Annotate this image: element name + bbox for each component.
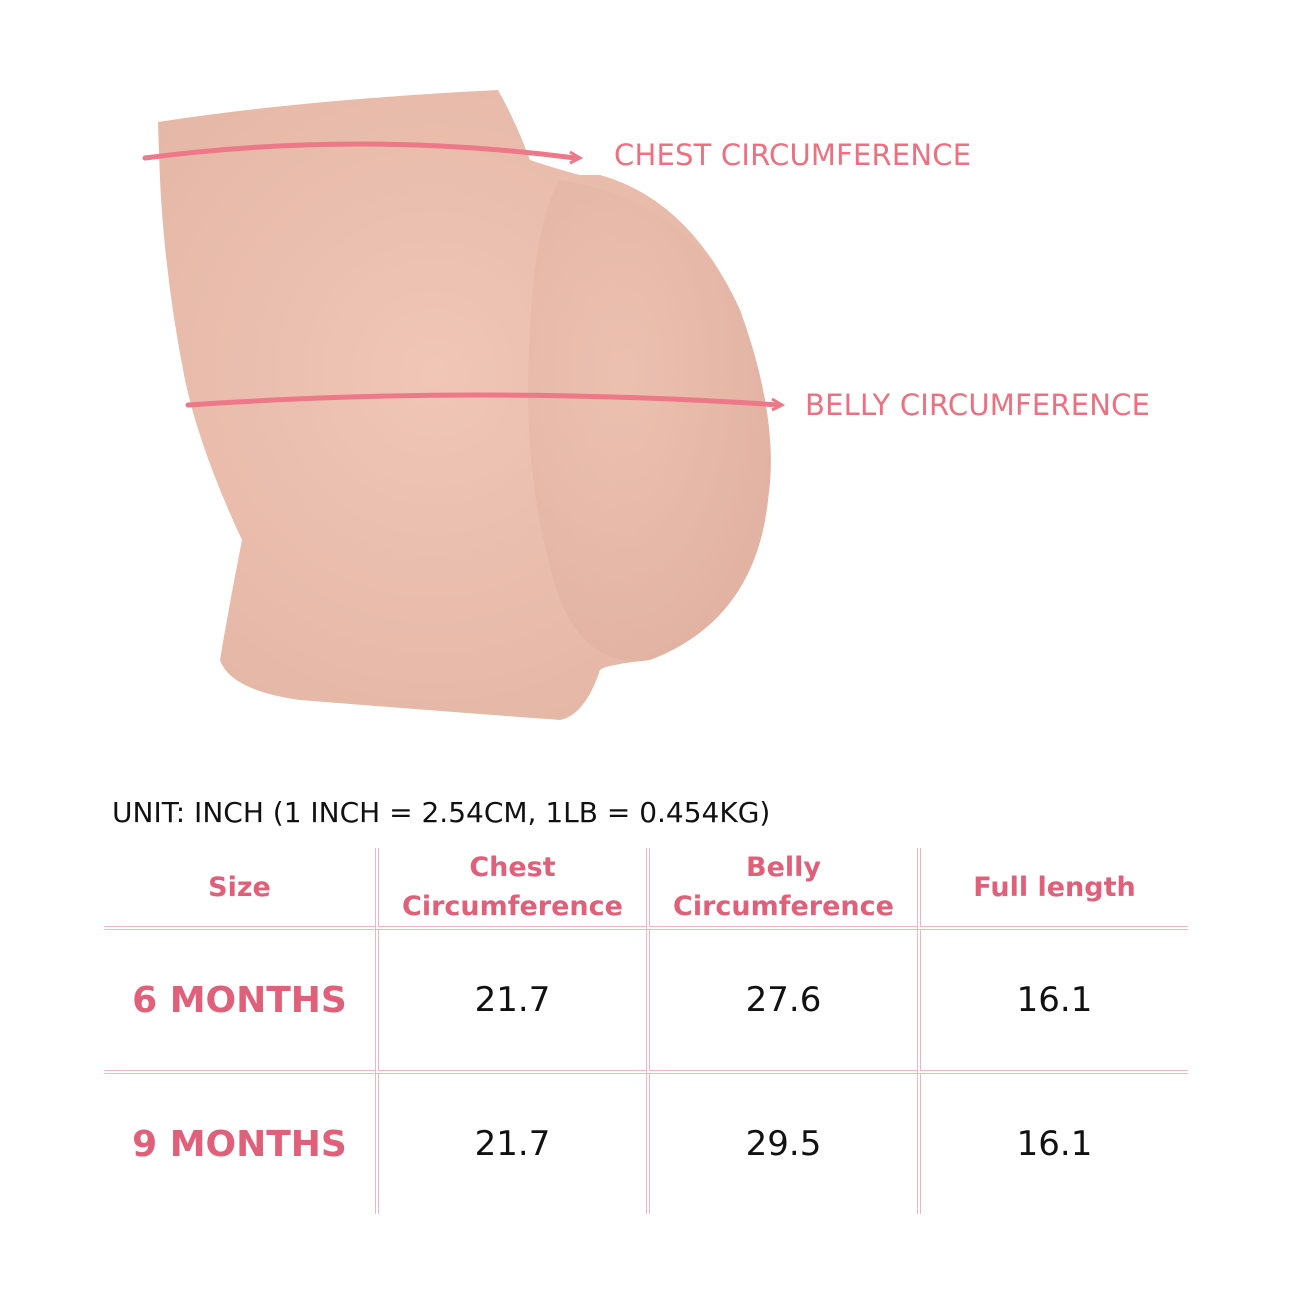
length-cell: 16.1: [917, 930, 1188, 1074]
belly-measure-line: [185, 392, 783, 408]
chest-cell: 21.7: [375, 1074, 646, 1214]
size-cell: 6 MONTHS: [104, 930, 375, 1074]
header-length: Full length: [917, 848, 1188, 930]
belly-cell: 29.5: [646, 1074, 917, 1214]
belly-circumference-label: BELLY CIRCUMFERENCE: [805, 388, 1151, 422]
belly-arrow-icon: [771, 397, 786, 412]
header-belly: Belly Circumference: [646, 848, 917, 930]
header-row: Size Chest Circumference Belly Circumfer…: [104, 848, 1188, 930]
chest-cell: 21.7: [375, 930, 646, 1074]
table-row: 9 MONTHS 21.7 29.5 16.1: [104, 1074, 1188, 1214]
header-size: Size: [104, 848, 375, 930]
belly-cell: 27.6: [646, 930, 917, 1074]
header-chest: Chest Circumference: [375, 848, 646, 930]
table-row: 6 MONTHS 21.7 27.6 16.1: [104, 930, 1188, 1074]
size-table: Size Chest Circumference Belly Circumfer…: [104, 848, 1188, 1214]
chest-circumference-label: CHEST CIRCUMFERENCE: [614, 138, 972, 172]
chest-arrow-icon: [569, 150, 584, 165]
chest-measure-line: [142, 141, 578, 161]
size-cell: 9 MONTHS: [132, 1123, 347, 1165]
length-cell: 16.1: [917, 1074, 1188, 1214]
belly-product-illustration: [142, 90, 786, 720]
unit-note: UNIT: INCH (1 INCH = 2.54CM, 1LB = 0.454…: [112, 796, 771, 829]
belly-shape: [528, 180, 771, 662]
